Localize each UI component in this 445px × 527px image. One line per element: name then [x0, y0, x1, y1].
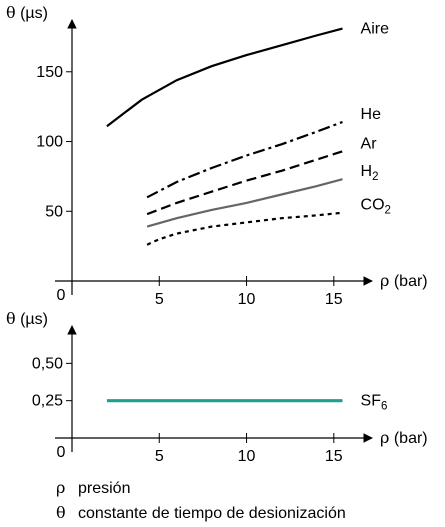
bottom-y-axis-label: θ (µs) [6, 309, 48, 328]
bottom-x-tick-label-15: 15 [325, 448, 343, 465]
legend-symbol-pressure: ρ [56, 478, 66, 497]
top-y-tick-label-1: 100 [36, 134, 63, 151]
bottom-y-tick-label-1: 0,50 [32, 355, 63, 372]
top-series-line-ar [146, 150, 343, 216]
legend-text-pressure: presión [78, 480, 131, 497]
bottom-x-axis-label: ρ (bar) [380, 428, 428, 447]
top-series-label-aire: Aire [361, 21, 390, 38]
legend-row-time-constant: θ constante de tiempo de desionización [56, 503, 346, 523]
top-y-tick-label-0: 50 [45, 203, 63, 220]
chart-bottom: θ (µs) ρ (bar) 0 5 10 15 0,25 0,50 SF6 [6, 309, 428, 465]
top-x-axis-label: ρ (bar) [380, 271, 428, 290]
bottom-x-tick-label-10: 10 [238, 448, 256, 465]
top-series-label-he: He [361, 106, 382, 123]
top-y-axis-label: θ (µs) [6, 3, 48, 22]
bottom-x-tick-label-5: 5 [155, 448, 164, 465]
bottom-origin-label: 0 [57, 444, 66, 461]
top-origin-label: 0 [57, 287, 66, 304]
chart-top: θ (µs) ρ (bar) 0 5 10 15 50 100 150 Aire He Ar H2 CO2 [6, 3, 428, 308]
legend-symbol-time-constant: θ [56, 503, 66, 522]
top-series-line-h2 [146, 178, 343, 228]
legend-text-time-constant: constante de tiempo de desionización [78, 505, 346, 522]
bottom-series-label-sf6: SF6 [361, 393, 388, 413]
legend-row-pressure: ρ presión [56, 478, 130, 498]
top-x-tick-label-5: 5 [155, 291, 164, 308]
top-series-line-aire [106, 27, 343, 128]
top-series-line-he [146, 120, 343, 199]
top-x-tick-label-10: 10 [238, 291, 256, 308]
top-series-label-co2: CO2 [361, 197, 391, 217]
top-series-label-ar: Ar [361, 135, 378, 152]
top-y-tick-label-2: 150 [36, 64, 63, 81]
top-series-line-co2 [146, 211, 343, 246]
bottom-y-tick-label-0: 0,25 [32, 393, 63, 410]
top-series-label-h2: H2 [361, 163, 379, 183]
top-x-tick-label-15: 15 [325, 291, 343, 308]
